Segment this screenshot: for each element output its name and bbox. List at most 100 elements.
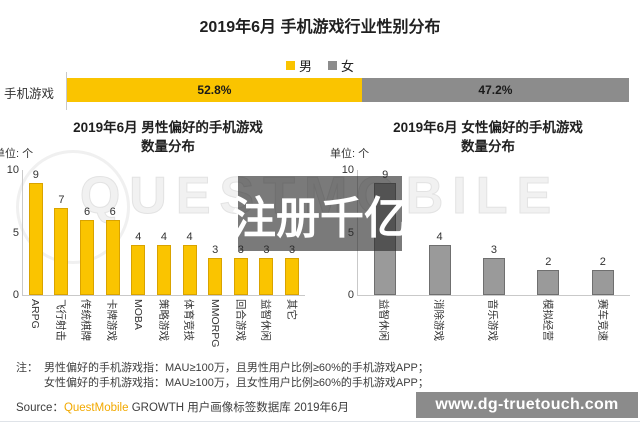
category-label: 益智休闲 [357,296,412,370]
gender-stacked-bar-row: 手机游戏 52.8% 47.2% [0,72,640,110]
overlay-watermark-text: 注册千亿 [232,193,408,243]
charts-row: 2019年6月 男性偏好的手机游戏 数量分布 单位: 个 10 5 0 9 7 6 6 4 4… [0,112,640,372]
female-chart-title-line2: 数量分布 [461,139,515,154]
bar [80,220,95,295]
category-label: 体育竞技 [176,296,202,370]
category-label: MMORPG [202,296,228,370]
bar-value-label: 6 [84,206,91,218]
bar-value-label: 7 [58,193,65,206]
bar [182,245,197,295]
bar-column: 6 [80,206,95,295]
male-chart-bars: 97664443333 [23,168,305,295]
male-chart-title-line2: 数量分布 [141,139,195,154]
legend-label: 男 [298,59,312,74]
footnote-lines: 男性偏好的手机游戏指：MAU≥100万，且男性用户比例≥60%的手机游戏APP；… [44,361,429,391]
category-label: 传统棋牌 [73,296,99,370]
category-label-text: 消除游戏 [432,299,445,341]
bar-column: 3 [285,244,300,295]
bar-column: 4 [156,231,171,295]
questmobile-logo-circle-watermark [16,150,130,264]
category-label-text: 飞行射击 [54,299,67,341]
category-label-text: 体育竞技 [182,299,195,341]
bar [428,245,451,295]
bar-column: 3 [259,244,274,295]
category-label-text: ARPG [28,299,41,329]
bar [54,207,69,295]
gender-stacked-bar: 52.8% 47.2% [67,78,629,102]
category-label-text: 卡牌游戏 [105,299,118,341]
footnotes: 注： 男性偏好的手机游戏指：MAU≥100万，且男性用户比例≥60%的手机游戏A… [16,361,429,391]
gender-segment-男: 52.8% [67,78,362,102]
category-label: 模拟经营 [521,296,576,370]
bar [208,257,223,295]
y-tick-label: 0 [12,289,19,301]
bar [537,270,560,295]
category-label: MOBA [125,296,151,370]
bar-value-label: 4 [135,231,142,243]
y-tick-label: 5 [12,226,19,239]
category-label-text: 益智休闲 [377,299,390,341]
bar [105,220,120,295]
bar-column: 3 [233,244,248,295]
bar-column: 4 [182,231,197,295]
gender-segment-女: 47.2% [361,78,629,102]
gender-segment-label: 52.8% [197,83,232,97]
category-label-text: MOBA [131,299,144,330]
category-label-text: 赛车竞速 [596,299,609,341]
male-chart-unit-label: 单位: 个 [0,148,34,160]
overlay-watermark-box: 注册千亿 [232,176,408,251]
bar-value-label: 2 [599,256,606,268]
bar-value-label: 2 [545,256,552,268]
category-label-text: 音乐游戏 [486,299,499,341]
legend-swatch [285,61,295,70]
category-label: 卡牌游戏 [99,296,125,370]
bar [591,270,614,295]
legend-label: 女 [341,59,355,74]
bar-column: 6 [105,206,120,295]
bottom-divider [0,421,640,422]
page-title: 2019年6月 手机游戏行业性别分布 [199,19,441,36]
male-chart-title: 2019年6月 男性偏好的手机游戏 数量分布 [24,118,312,156]
legend-swatch [328,61,337,70]
male-chart-title-line1: 2019年6月 男性偏好的手机游戏 [73,120,263,135]
bar-column: 2 [537,256,560,295]
category-label-text: 其它 [285,299,298,320]
bar-value-label: 6 [109,206,116,218]
category-label-text: 传统棋牌 [79,299,92,341]
bar-value-label: 4 [160,231,167,243]
site-url-badge: www.dg-truetouch.com [416,392,638,418]
bar [259,257,274,295]
bar [285,257,300,295]
source-brand: QuestMobile [63,402,129,414]
category-label-text: 益智休闲 [259,299,272,341]
bar-value-label: 4 [186,231,193,243]
legend-item: 男 [285,56,312,75]
bar [156,245,171,295]
bar [131,245,146,295]
female-chart-category-labels: 益智休闲 消除游戏 音乐游戏 模拟经营 赛车竞速 [357,296,630,370]
bar-value-label: 4 [436,231,443,243]
bar-value-label: 9 [32,168,39,181]
female-chart-title-line1: 2019年6月 女性偏好的手机游戏 [393,120,583,135]
footnote-line-male: 男性偏好的手机游戏指：MAU≥100万，且男性用户比例≥60%的手机游戏APP； [44,362,429,374]
category-label-text: 策略游戏 [157,299,170,341]
footnote-prefix: 注： [16,362,38,374]
bar-column: 9 [28,168,43,295]
female-chart-unit-label: 单位: 个 [330,148,370,160]
category-label-text: 回合游戏 [234,299,247,341]
y-tick-label: 0 [347,289,354,301]
male-preferred-chart: 2019年6月 男性偏好的手机游戏 数量分布 单位: 个 10 5 0 9 7 6 6 4 4… [0,112,320,372]
footnote-line-female: 女性偏好的手机游戏指：MAU≥100万，且女性用户比例≥60%的手机游戏APP； [44,377,429,389]
category-label: 其它 [279,296,305,370]
bar-value-label: 3 [212,243,219,256]
category-label-text: 模拟经营 [541,299,554,341]
bar-column: 4 [131,231,146,295]
site-url-text: www.dg-truetouch.com [435,396,619,413]
legend-item: 女 [328,56,354,75]
category-label: 策略游戏 [151,296,177,370]
y-tick-label: 10 [341,164,354,176]
y-tick-label: 10 [6,164,19,176]
category-label: 赛车竞速 [575,296,630,370]
